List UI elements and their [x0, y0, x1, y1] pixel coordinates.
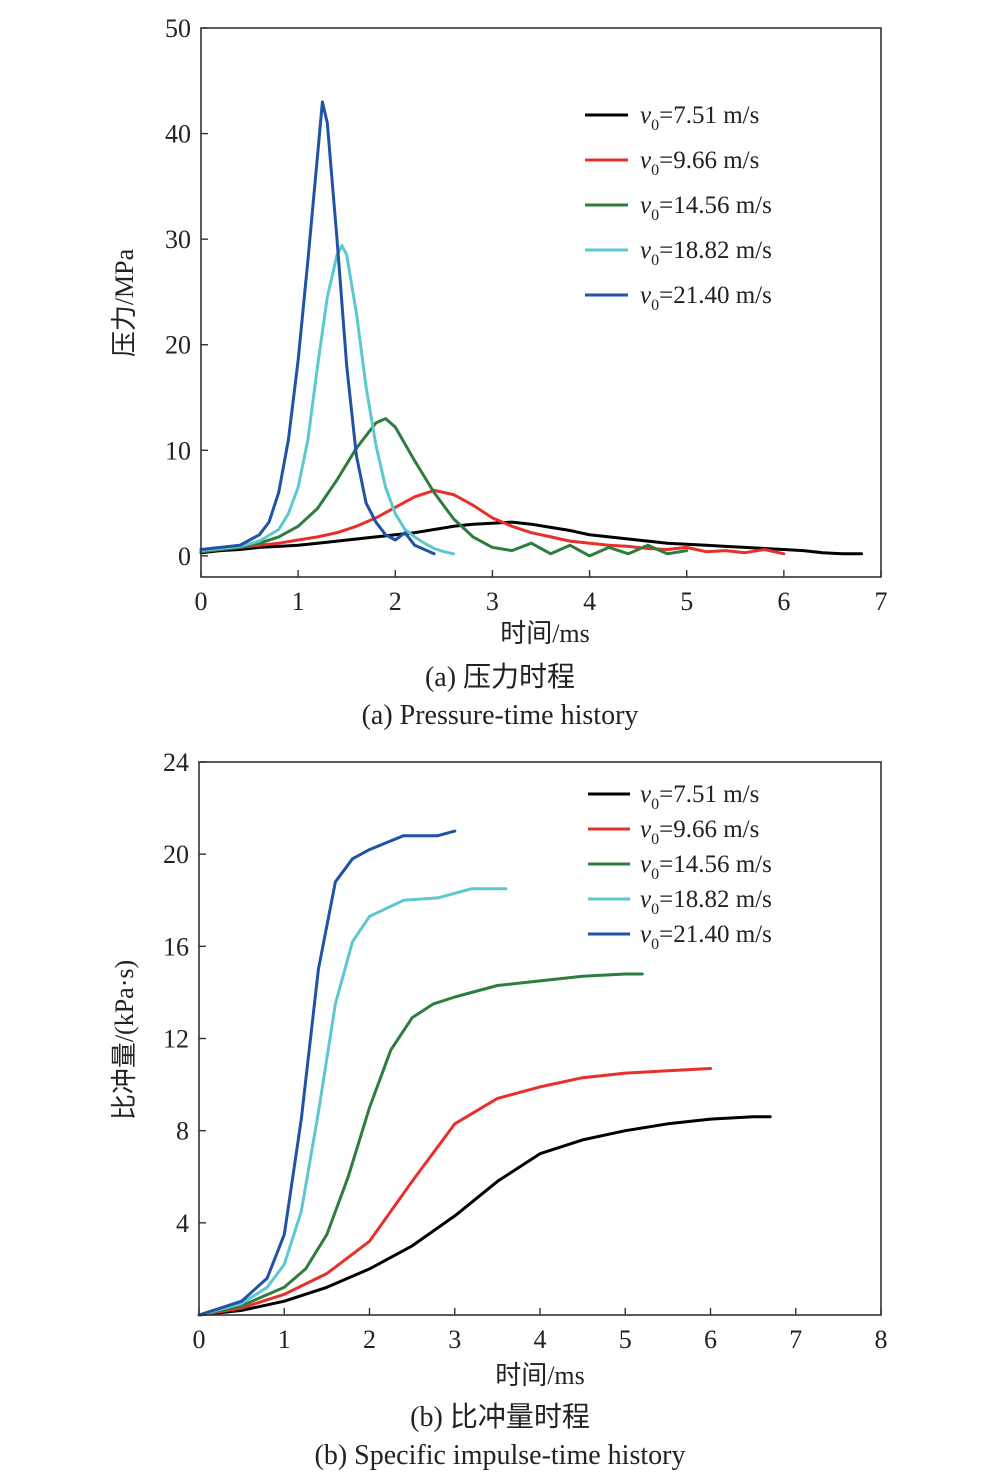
- chart-a-ytick-label: 10: [165, 436, 191, 465]
- chart-a-legend-label-0: v0=7.51 m/s: [640, 102, 759, 134]
- chart-a-legend: v0=7.51 m/s v0=9.66 m/s v0=14.56 m/s v0=18.…: [585, 102, 772, 314]
- chart-a-xtick-label: 3: [486, 587, 499, 616]
- chart-a-series-line-1: [199, 488, 786, 556]
- chart-a-ytick-label: 30: [165, 225, 191, 254]
- chart-a-frame: [200, 27, 882, 578]
- chart-a-series-line-0: [199, 520, 864, 556]
- chart-b-series-line-0: [197, 1115, 772, 1317]
- chart-b-ytick-label: 20: [163, 840, 189, 869]
- chart-a-legend-label-3: v0=18.82 m/s: [640, 237, 772, 269]
- chart-a-xtick-label: 0: [195, 587, 208, 616]
- chart-a-ticks: 0 1 2 3 4 5 6 7 0 10 20 30 40 50: [165, 14, 888, 616]
- chart-b-xtick-label: 7: [789, 1325, 802, 1354]
- chart-a-caption-en: (a) Pressure-time history: [362, 700, 639, 731]
- chart-a-ytick-label: 50: [165, 14, 191, 43]
- chart-b-series-line-3: [197, 887, 508, 1317]
- chart-b-ytick-label: 8: [176, 1117, 189, 1146]
- chart-b-legend-label-1: v0=9.66 m/s: [640, 816, 759, 848]
- chart-a-xtick-label: 4: [583, 587, 596, 616]
- chart-b-xtick-label: 4: [534, 1325, 547, 1354]
- chart-b-legend: v0=7.51 m/sv0=9.66 m/sv0=14.56 m/sv0=18.…: [588, 781, 772, 953]
- chart-a-series-line-3: [199, 244, 456, 556]
- chart-a-ylabel: 压力/MPa: [110, 248, 139, 357]
- chart-b-frame: [198, 761, 882, 1316]
- chart-b-xtick-label: 1: [278, 1325, 291, 1354]
- chart-a-xtick-label: 2: [389, 587, 402, 616]
- chart-a-ytick-label: 0: [178, 542, 191, 571]
- chart-b-legend-label-2: v0=14.56 m/s: [640, 851, 772, 883]
- chart-a-xtick-label: 5: [680, 587, 693, 616]
- chart-a-series: [199, 100, 864, 558]
- chart-b-caption-cn: (b) 比冲量时程: [410, 1401, 590, 1433]
- chart-b-series-line-4: [197, 829, 457, 1317]
- chart-b-caption-en: (b) Specific impulse-time history: [315, 1440, 686, 1471]
- chart-b-ytick-label: 24: [163, 748, 189, 777]
- chart-a-xtick-label: 1: [292, 587, 305, 616]
- chart-a-xtick-label: 6: [777, 587, 790, 616]
- chart-b-xtick-label: 6: [704, 1325, 717, 1354]
- chart-b-xtick-label: 3: [448, 1325, 461, 1354]
- chart-a-series-line-4: [199, 100, 436, 556]
- chart-a-legend-label-1: v0=9.66 m/s: [640, 147, 759, 179]
- chart-b-xtick-label: 2: [363, 1325, 376, 1354]
- chart-a: 0 1 2 3 4 5 6 7 0 10 20 30 40 50 时间/ms 压力/MPa v0=7.51…: [110, 14, 888, 731]
- chart-b-ytick-label: 4: [176, 1209, 189, 1238]
- chart-a-legend-label-2: v0=14.56 m/s: [640, 192, 772, 224]
- chart-b-series-line-1: [197, 1067, 712, 1317]
- chart-a-caption-cn: (a) 压力时程: [425, 661, 575, 693]
- chart-b-legend-label-4: v0=21.40 m/s: [640, 921, 772, 953]
- chart-a-xtick-label: 7: [875, 587, 888, 616]
- chart-b-ytick-label: 16: [163, 932, 189, 961]
- chart-a-xlabel: 时间/ms: [500, 619, 590, 648]
- chart-b-ylabel: 比冲量/(kPa·s): [110, 960, 139, 1120]
- chart-b-ytick-label: 12: [163, 1025, 189, 1054]
- chart-a-series-line-2: [199, 417, 689, 558]
- chart-b-series: [197, 829, 772, 1317]
- chart-a-ytick-label: 20: [165, 331, 191, 360]
- chart-b-series-line-2: [197, 972, 644, 1317]
- chart-a-legend-label-4: v0=21.40 m/s: [640, 282, 772, 314]
- chart-b-xtick-label: 5: [619, 1325, 632, 1354]
- chart-b-xlabel: 时间/ms: [495, 1361, 585, 1390]
- chart-b-xtick-label: 0: [193, 1325, 206, 1354]
- chart-b-xtick-label: 8: [875, 1325, 888, 1354]
- chart-b-legend-label-0: v0=7.51 m/s: [640, 781, 759, 813]
- chart-b-legend-label-3: v0=18.82 m/s: [640, 886, 772, 918]
- chart-a-ytick-label: 40: [165, 120, 191, 149]
